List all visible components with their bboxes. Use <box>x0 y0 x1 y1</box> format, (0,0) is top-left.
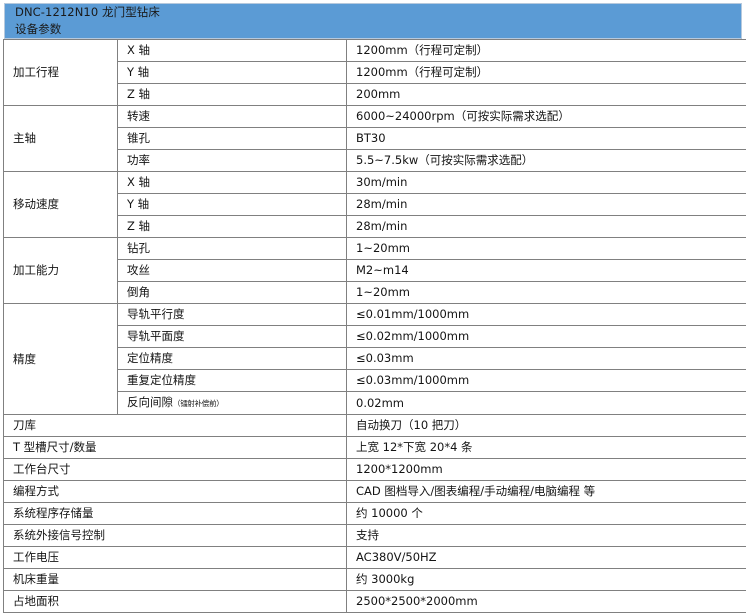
parameter-value: 1~20mm <box>347 238 746 260</box>
parameter-value: 0.02mm <box>347 392 746 415</box>
parameter-label: 定位精度 <box>118 348 347 370</box>
parameter-value: 支持 <box>347 525 746 547</box>
table-row: 精度导轨平行度≤0.01mm/1000mm <box>4 304 746 326</box>
group-label: 主轴 <box>4 106 118 172</box>
parameter-label: Y 轴 <box>118 62 347 84</box>
parameter-label: X 轴 <box>118 172 347 194</box>
parameter-value: 1200*1200mm <box>347 459 746 481</box>
parameter-label-text: 反向间隙 <box>127 395 173 409</box>
parameter-label: 工作台尺寸 <box>4 459 347 481</box>
parameter-label: X 轴 <box>118 40 347 62</box>
parameter-value: 1200mm（行程可定制） <box>347 40 746 62</box>
parameter-value: CAD 图档导入/图表编程/手动编程/电脑编程 等 <box>347 481 746 503</box>
parameter-value: 约 3000kg <box>347 569 746 591</box>
parameter-value: ≤0.03mm <box>347 348 746 370</box>
parameter-value: ≤0.02mm/1000mm <box>347 326 746 348</box>
parameter-value: ≤0.03mm/1000mm <box>347 370 746 392</box>
parameter-label: 功率 <box>118 150 347 172</box>
parameter-value: 1200mm（行程可定制） <box>347 62 746 84</box>
group-label: 加工能力 <box>4 238 118 304</box>
parameter-value: 自动换刀（10 把刀） <box>347 415 746 437</box>
parameter-label: 系统外接信号控制 <box>4 525 347 547</box>
parameter-label: 反向间隙（镭射补偿前） <box>118 392 347 415</box>
parameter-value: 1~20mm <box>347 282 746 304</box>
parameter-value: 5.5~7.5kw（可按实际需求选配） <box>347 150 746 172</box>
parameter-value: 约 10000 个 <box>347 503 746 525</box>
parameter-value: 28m/min <box>347 194 746 216</box>
page-title: DNC-1212N10 龙门型钻床 <box>5 4 741 21</box>
parameter-value: M2~m14 <box>347 260 746 282</box>
parameter-label: 导轨平面度 <box>118 326 347 348</box>
parameter-label: 机床重量 <box>4 569 347 591</box>
parameter-label: Z 轴 <box>118 216 347 238</box>
parameter-label: 编程方式 <box>4 481 347 503</box>
parameter-value: 200mm <box>347 84 746 106</box>
parameter-value: 2500*2500*2000mm <box>347 591 746 613</box>
parameter-label: 重复定位精度 <box>118 370 347 392</box>
parameter-value: 上宽 12*下宽 20*4 条 <box>347 437 746 459</box>
header-band: DNC-1212N10 龙门型钻床 设备参数 <box>4 3 742 39</box>
parameter-value: AC380V/50HZ <box>347 547 746 569</box>
group-label: 精度 <box>4 304 118 415</box>
parameter-value: BT30 <box>347 128 746 150</box>
parameter-label-note: （镭射补偿前） <box>173 399 223 408</box>
table-row: T 型槽尺寸/数量上宽 12*下宽 20*4 条 <box>4 437 746 459</box>
parameter-value: ≤0.01mm/1000mm <box>347 304 746 326</box>
parameter-label: 钻孔 <box>118 238 347 260</box>
parameter-label: 攻丝 <box>118 260 347 282</box>
parameter-label: 转速 <box>118 106 347 128</box>
group-label: 移动速度 <box>4 172 118 238</box>
parameter-value: 28m/min <box>347 216 746 238</box>
table-row: 机床重量约 3000kg <box>4 569 746 591</box>
parameter-label: 锥孔 <box>118 128 347 150</box>
page-subtitle: 设备参数 <box>5 21 741 38</box>
parameter-label: 工作电压 <box>4 547 347 569</box>
parameter-value: 30m/min <box>347 172 746 194</box>
group-label: 加工行程 <box>4 40 118 106</box>
parameter-label: 导轨平行度 <box>118 304 347 326</box>
parameter-label: Y 轴 <box>118 194 347 216</box>
parameter-label: T 型槽尺寸/数量 <box>4 437 347 459</box>
parameter-label: 倒角 <box>118 282 347 304</box>
parameter-value: 6000~24000rpm（可按实际需求选配） <box>347 106 746 128</box>
table-row: 系统外接信号控制支持 <box>4 525 746 547</box>
parameter-label: Z 轴 <box>118 84 347 106</box>
parameter-label: 刀库 <box>4 415 347 437</box>
parameter-label: 系统程序存储量 <box>4 503 347 525</box>
table-row: 刀库自动换刀（10 把刀） <box>4 415 746 437</box>
table-row: 系统程序存储量约 10000 个 <box>4 503 746 525</box>
parameter-label: 占地面积 <box>4 591 347 613</box>
